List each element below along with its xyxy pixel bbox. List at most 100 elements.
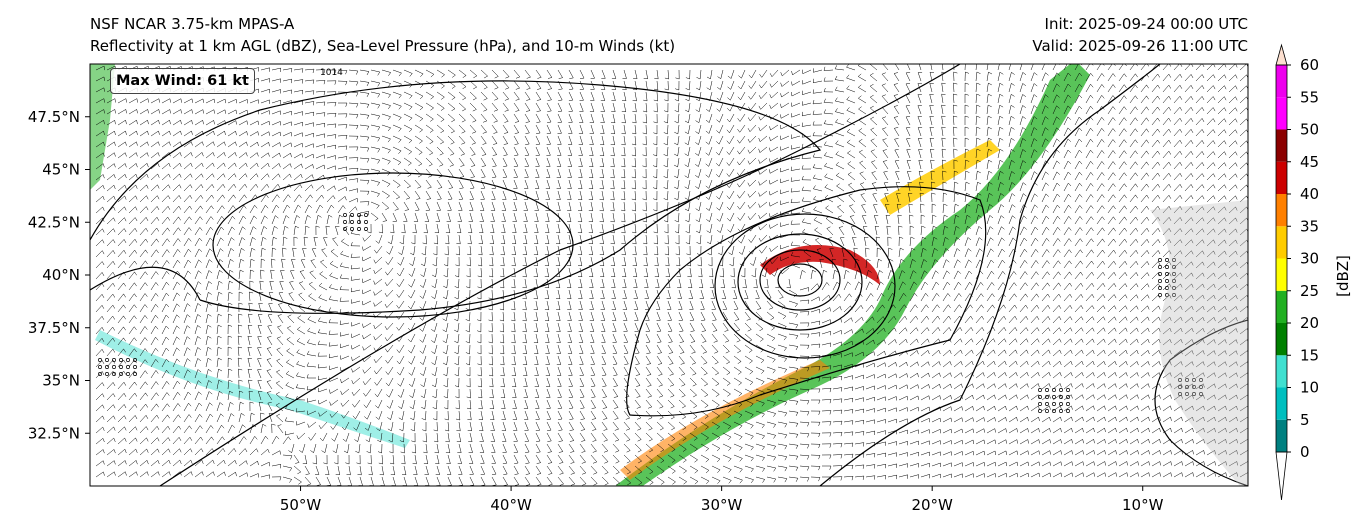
wind-barb xyxy=(986,126,992,137)
wind-barb xyxy=(458,80,467,90)
wind-barb xyxy=(812,78,823,84)
wind-barb xyxy=(1041,64,1049,71)
wind-barb xyxy=(1140,450,1150,456)
wind-barb xyxy=(634,421,642,431)
wind-barb xyxy=(975,71,981,82)
wind-barb xyxy=(975,237,983,247)
wind-barb xyxy=(1052,94,1060,104)
wind-barb xyxy=(454,322,460,333)
wind-barb xyxy=(444,245,449,256)
wind-barb xyxy=(522,234,528,245)
wind-barb xyxy=(788,476,799,482)
wind-barb xyxy=(898,407,908,412)
wind-barb xyxy=(1140,394,1150,401)
wind-barb xyxy=(986,473,996,478)
wind-barb xyxy=(95,359,105,368)
wind-barb xyxy=(480,102,488,112)
wind-barb xyxy=(117,249,127,258)
wind-barb xyxy=(373,289,383,296)
wind-barb xyxy=(502,91,510,101)
wind-barb xyxy=(183,173,193,181)
wind-barb xyxy=(663,157,669,168)
wind-barb xyxy=(1228,206,1238,214)
wind-barb xyxy=(1151,227,1161,236)
wind-barb xyxy=(546,91,552,101)
wind-barb xyxy=(612,421,620,431)
wind-barb xyxy=(1217,162,1227,170)
wind-barb xyxy=(491,157,497,167)
wind-barb xyxy=(769,179,779,185)
wind-barb xyxy=(557,91,563,101)
precip-dot xyxy=(1192,385,1196,389)
wind-barb xyxy=(758,102,768,110)
wind-barb xyxy=(1228,64,1238,71)
wind-barb xyxy=(711,333,718,343)
wind-barb xyxy=(1118,472,1128,478)
wind-barb xyxy=(621,113,626,124)
wind-barb xyxy=(373,278,383,285)
wind-barb xyxy=(1096,349,1106,357)
wind-barb xyxy=(304,164,314,170)
wind-barb xyxy=(468,223,473,234)
wind-barb xyxy=(747,212,757,221)
wind-barb xyxy=(1063,405,1073,412)
wind-barb xyxy=(466,388,471,399)
wind-barb xyxy=(631,179,636,190)
wind-barb xyxy=(332,237,339,247)
wind-barb xyxy=(172,448,182,456)
wind-barb xyxy=(403,135,413,144)
wind-barb xyxy=(1096,238,1105,247)
wind-barb xyxy=(183,98,193,104)
wind-barb xyxy=(887,441,897,446)
wind-barb xyxy=(362,256,372,262)
wind-barb xyxy=(480,476,486,486)
wind-barb xyxy=(117,293,126,302)
wind-barb xyxy=(480,91,488,101)
wind-barb xyxy=(766,465,777,472)
wind-barb xyxy=(249,412,255,423)
wind-barb xyxy=(318,410,328,417)
wind-barb xyxy=(717,80,724,91)
wind-barb xyxy=(1107,349,1117,357)
wind-barb xyxy=(414,91,424,100)
wind-barb xyxy=(865,453,876,458)
wind-barb xyxy=(1085,472,1095,478)
wind-barb xyxy=(726,157,735,167)
wind-barb xyxy=(887,327,897,335)
wind-barb xyxy=(849,215,856,225)
precip-dot xyxy=(1059,395,1063,399)
wind-barb xyxy=(885,214,891,225)
wind-barb xyxy=(172,238,181,247)
wind-barb xyxy=(326,214,333,225)
isobar-east-1 xyxy=(819,64,1161,486)
wind-barb xyxy=(329,410,339,418)
wind-barb xyxy=(975,148,981,159)
wind-barb xyxy=(579,465,587,475)
wind-barb xyxy=(755,322,764,332)
wind-barb xyxy=(330,421,339,430)
wind-barb xyxy=(535,135,541,145)
wind-barb xyxy=(384,300,394,309)
wind-barb xyxy=(722,333,730,343)
precip-dot xyxy=(1178,385,1182,389)
wind-barb xyxy=(325,225,330,236)
wind-barb xyxy=(1107,371,1117,379)
wind-barb xyxy=(942,259,950,269)
wind-barb xyxy=(766,333,776,342)
wind-barb xyxy=(311,248,317,258)
wind-barb xyxy=(869,83,878,93)
wind-barb xyxy=(1096,405,1106,412)
wind-barb xyxy=(791,69,801,76)
wind-barb xyxy=(758,135,768,143)
wind-barb xyxy=(491,168,497,178)
wind-barb xyxy=(1019,349,1029,357)
wind-barb xyxy=(216,194,226,203)
wind-barb xyxy=(737,113,746,122)
wind-barb xyxy=(1008,360,1018,368)
wind-barb xyxy=(578,278,583,289)
wind-barb xyxy=(95,109,105,115)
wind-barb xyxy=(766,399,777,407)
wind-barb xyxy=(695,157,702,168)
wind-barb xyxy=(1019,450,1029,456)
precip-dot xyxy=(1199,385,1203,389)
